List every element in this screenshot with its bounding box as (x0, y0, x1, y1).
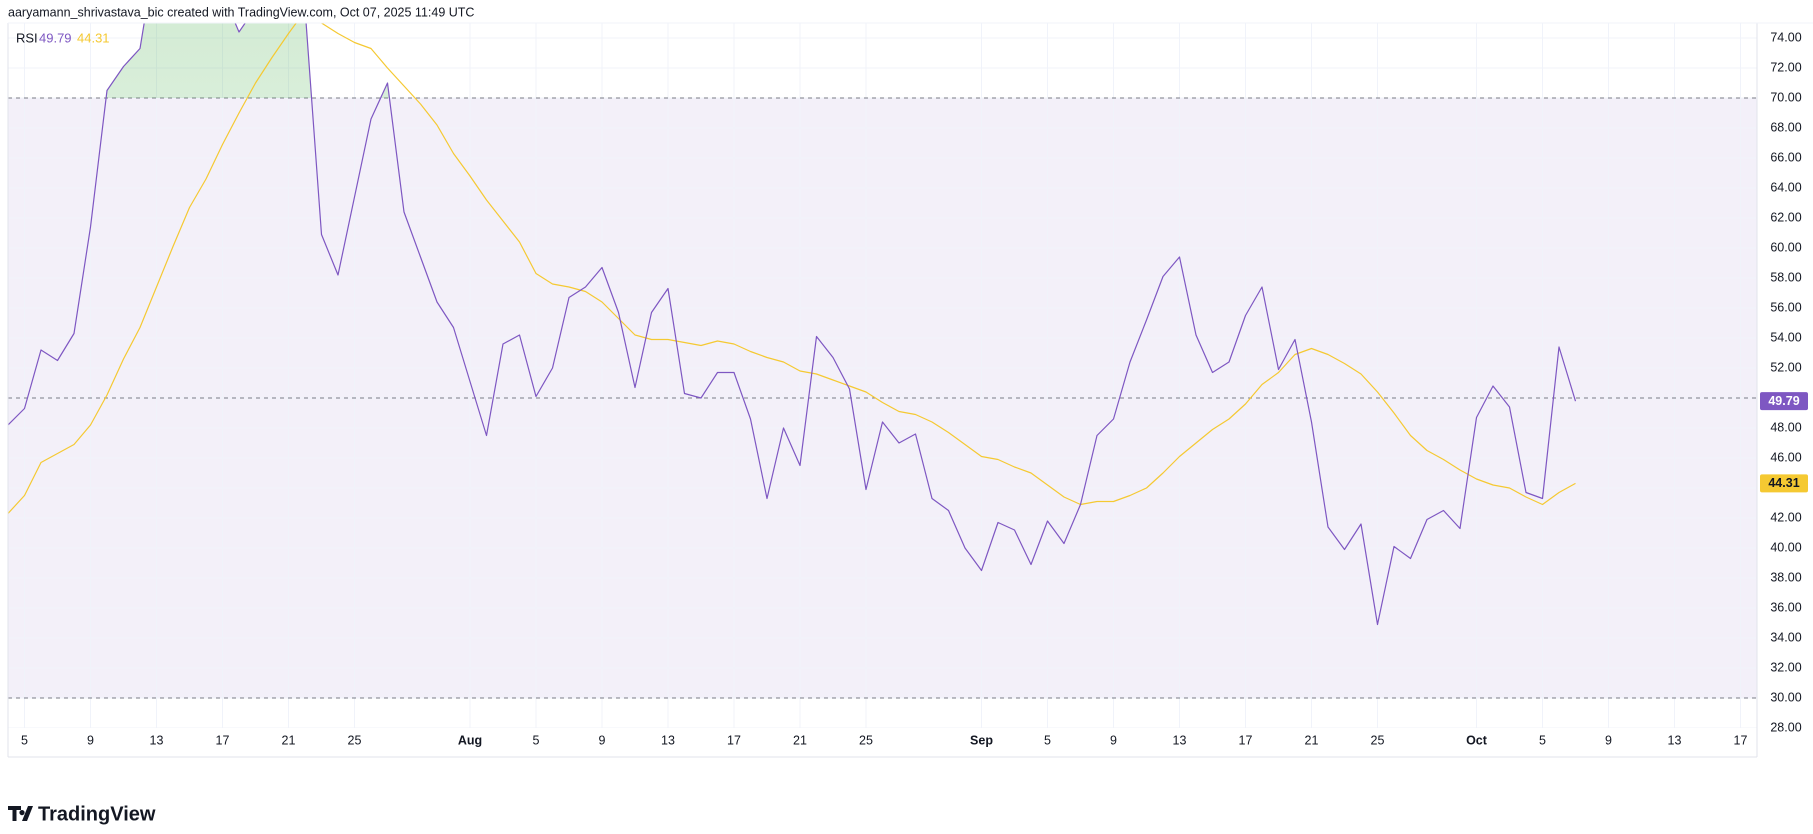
y-tick-label: 60.00 (1770, 240, 1801, 254)
x-tick-label: 5 (1044, 733, 1051, 747)
series-line (8, 23, 1576, 514)
last-value-label: 49.79 (1768, 394, 1799, 408)
legend-value: 49.79 (39, 30, 72, 45)
x-tick-label: 17 (216, 733, 230, 747)
x-tick-label: Aug (458, 733, 482, 747)
y-tick-label: 54.00 (1770, 330, 1801, 344)
legend-value: 44.31 (77, 30, 110, 45)
plot-area (8, 23, 1757, 728)
brand-logo: TradingView (8, 803, 156, 825)
y-tick-label: 74.00 (1770, 30, 1801, 44)
header-text: aaryamann_shrivastava_bic created with T… (8, 5, 474, 19)
x-tick-label: 9 (1605, 733, 1612, 747)
y-tick-label: 64.00 (1770, 180, 1801, 194)
last-value-badge (1760, 474, 1808, 493)
y-tick-label: 38.00 (1770, 570, 1801, 584)
x-tick-label: 21 (282, 733, 296, 747)
overbought-area (8, 23, 1576, 98)
y-tick-label: 42.00 (1770, 510, 1801, 524)
y-tick-label: 36.00 (1770, 600, 1801, 614)
x-tick-label: Sep (970, 733, 993, 747)
x-tick-label: 13 (1173, 733, 1187, 747)
x-tick-label: 5 (21, 733, 28, 747)
x-tick-label: 25 (348, 733, 362, 747)
last-value-label: 44.31 (1768, 476, 1799, 490)
y-tick-label: 70.00 (1770, 90, 1801, 104)
x-tick-label: 13 (661, 733, 675, 747)
brand-name: TradingView (38, 803, 156, 825)
y-tick-label: 40.00 (1770, 540, 1801, 554)
y-tick-label: 62.00 (1770, 210, 1801, 224)
y-tick-label: 68.00 (1770, 120, 1801, 134)
x-tick-label: 9 (87, 733, 94, 747)
y-tick-label: 34.00 (1770, 630, 1801, 644)
x-tick-label: Oct (1466, 733, 1488, 747)
x-tick-label: 9 (599, 733, 606, 747)
last-value-badge (1760, 392, 1808, 411)
x-tick-label: 21 (793, 733, 807, 747)
x-tick-label: 5 (533, 733, 540, 747)
y-tick-label: 66.00 (1770, 150, 1801, 164)
legend-name: RSI (16, 30, 38, 45)
x-tick-label: 13 (150, 733, 164, 747)
axes: 28.00 30.00 32.00 34.00 36.00 38.00 40.00 42.00… (7, 22, 1813, 758)
x-tick-label: 17 (1734, 733, 1748, 747)
y-tick-label: 32.00 (1770, 660, 1801, 674)
y-tick-label: 30.00 (1770, 690, 1801, 704)
y-tick-label: 72.00 (1770, 60, 1801, 74)
y-tick-label: 56.00 (1770, 300, 1801, 314)
x-tick-label: 9 (1110, 733, 1117, 747)
y-tick-label: 52.00 (1770, 360, 1801, 374)
x-tick-label: 21 (1305, 733, 1319, 747)
y-tick-label: 46.00 (1770, 450, 1801, 464)
x-tick-label: 25 (859, 733, 873, 747)
brand-icon (8, 806, 33, 821)
x-tick-label: 25 (1371, 733, 1385, 747)
x-tick-label: 17 (727, 733, 741, 747)
x-tick-label: 13 (1668, 733, 1682, 747)
y-tick-label: 28.00 (1770, 720, 1801, 734)
overbought-fill (8, 23, 1576, 98)
y-tick-label: 58.00 (1770, 270, 1801, 284)
x-tick-label: 5 (1539, 733, 1546, 747)
y-tick-label: 48.00 (1770, 420, 1801, 434)
series-line (8, 23, 1577, 626)
legend: RSI 49.79 44.31 (16, 30, 110, 45)
x-tick-label: 17 (1239, 733, 1253, 747)
